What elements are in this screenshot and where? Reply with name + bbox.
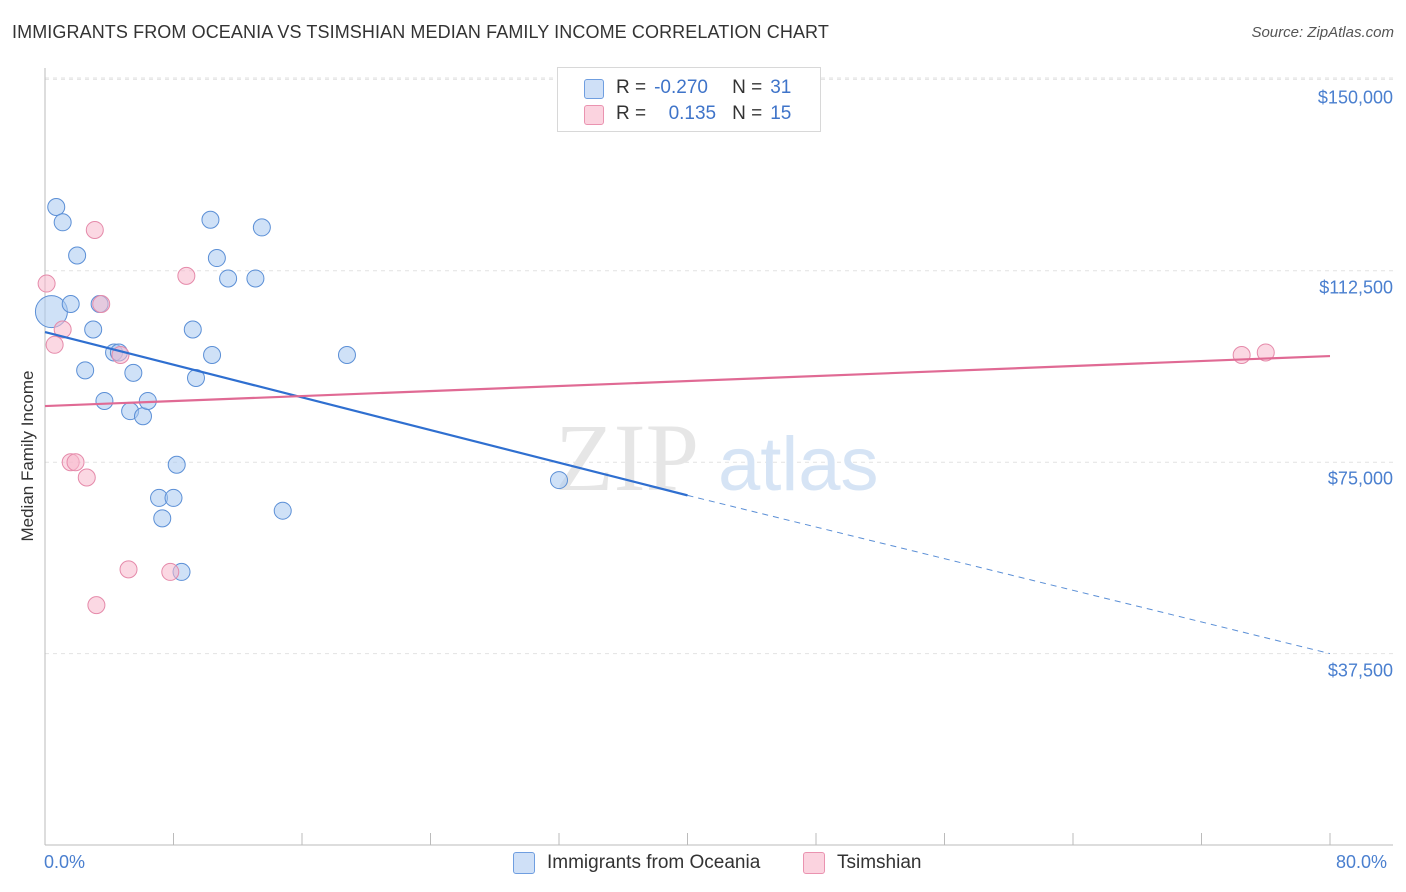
legend-label-oceania: Immigrants from Oceania	[547, 852, 761, 873]
oceania-point	[246, 269, 265, 288]
oceania-point	[252, 218, 271, 237]
legend-n-value: 31	[770, 77, 792, 98]
tsimshian-point	[53, 320, 72, 339]
y-tick-label: $150,000	[1317, 87, 1393, 108]
oceania-trend-line	[44, 330, 688, 497]
y-axis-label: Median Family Income	[18, 370, 37, 542]
oceania-point	[68, 246, 87, 265]
y-tick-label: $75,000	[1327, 468, 1393, 489]
legend-r-label: R =	[616, 103, 647, 124]
y-tick-label: $112,500	[1319, 277, 1393, 298]
legend-swatch-tsimshian	[584, 105, 604, 125]
series-legend: Immigrants from Oceania Tsimshian	[0, 852, 1406, 876]
oceania-point	[47, 198, 66, 216]
x-tick-label-start: 0.0%	[44, 852, 86, 872]
legend-item-tsimshian[interactable]: Tsimshian	[803, 852, 921, 874]
oceania-point	[124, 363, 143, 382]
oceania-point	[84, 320, 103, 339]
oceania-point	[95, 391, 114, 410]
oceania-point	[337, 346, 356, 365]
legend-row-tsimshian: R = 0.135 N = 15	[584, 102, 791, 126]
legend-r-value: 0.135	[668, 103, 717, 124]
legend-r-value: -0.270	[654, 77, 708, 98]
legend-item-oceania[interactable]: Immigrants from Oceania	[513, 852, 760, 874]
oceania-point	[550, 471, 568, 490]
tsimshian-point	[177, 266, 196, 285]
oceania-point	[61, 294, 80, 313]
legend-n-value: 15	[770, 103, 792, 124]
x-tick-label-end: 80.0%	[1336, 852, 1388, 872]
tsimshian-trend-line	[44, 354, 1331, 408]
watermark-zip: ZIP	[555, 404, 699, 511]
y-tick-label: $37,500	[1327, 660, 1393, 681]
tsimshian-point	[85, 220, 104, 239]
oceania-point	[207, 249, 226, 268]
tsimshian-point	[77, 468, 96, 487]
tsimshian-point	[87, 596, 106, 615]
chart-title: IMMIGRANTS FROM OCEANIA VS TSIMSHIAN MED…	[12, 22, 829, 42]
oceania-point	[164, 488, 183, 507]
oceania-point	[76, 361, 95, 380]
tsimshian-point	[45, 335, 64, 354]
correlation-legend: R = -0.270 N = 31 R = 0.135 N = 15	[557, 67, 821, 132]
oceania-point	[273, 501, 292, 520]
oceania-point	[167, 455, 186, 474]
oceania-point	[133, 407, 152, 426]
legend-label-tsimshian: Tsimshian	[837, 852, 922, 873]
watermark-atlas: atlas	[718, 422, 879, 507]
oceania-point	[53, 213, 72, 232]
source-label: Source: ZipAtlas.com	[1251, 24, 1394, 41]
legend-swatch-tsimshian	[803, 852, 825, 874]
oceania-trend-extension	[687, 494, 1331, 655]
oceania-point	[153, 509, 172, 528]
oceania-point	[201, 210, 220, 229]
tsimshian-point	[37, 274, 56, 293]
oceania-point	[219, 269, 238, 288]
oceania-point	[183, 320, 202, 339]
legend-n-label: N =	[732, 77, 763, 98]
tsimshian-point	[1256, 343, 1275, 362]
tsimshian-point	[66, 453, 85, 472]
legend-swatch-oceania	[513, 852, 535, 874]
tsimshian-point	[1232, 346, 1251, 365]
tsimshian-point	[92, 294, 111, 313]
tsimshian-point	[161, 562, 180, 581]
legend-n-label: N =	[732, 103, 763, 124]
legend-r-label: R =	[616, 77, 647, 98]
oceania-point	[203, 346, 222, 365]
legend-swatch-oceania	[584, 79, 604, 99]
legend-row-oceania: R = -0.270 N = 31	[584, 76, 791, 100]
tsimshian-point	[119, 560, 138, 579]
